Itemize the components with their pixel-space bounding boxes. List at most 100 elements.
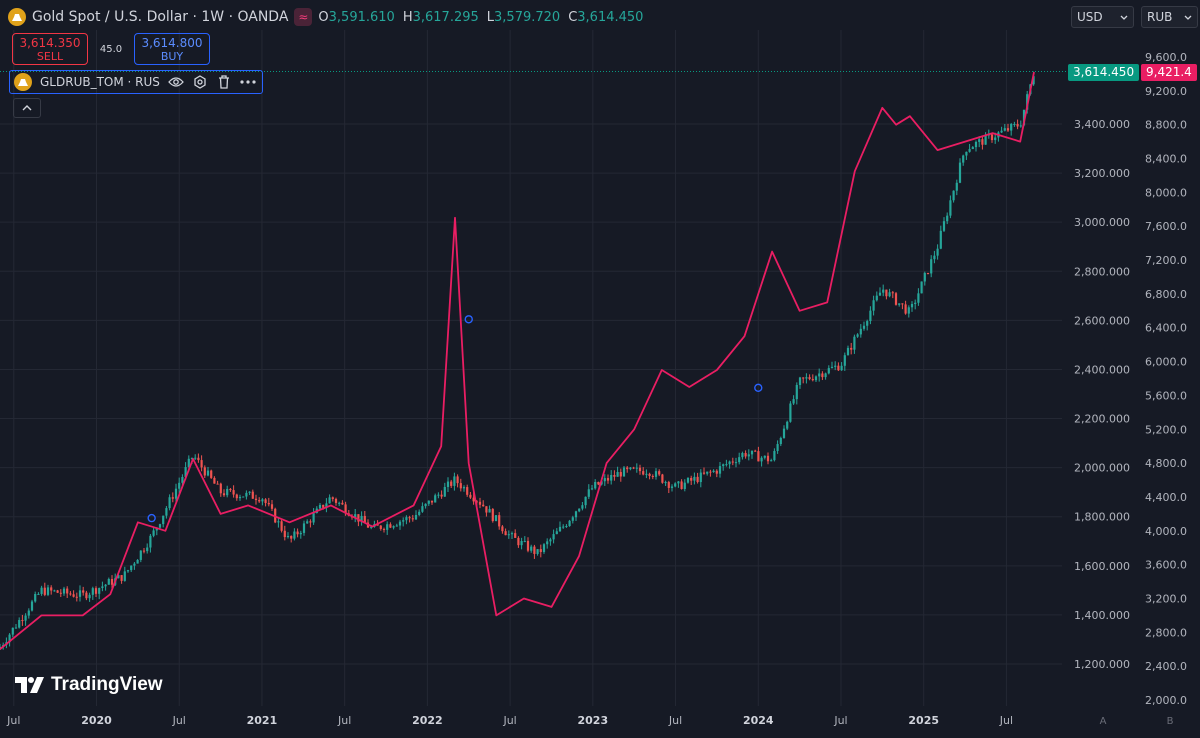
candle-body <box>162 515 165 525</box>
candle-body <box>837 365 840 371</box>
candle-body <box>853 336 856 350</box>
candle-body <box>898 303 901 305</box>
candle-body <box>990 134 994 141</box>
candle-body <box>181 476 184 483</box>
right-axis-tick-label: 2,800.0 <box>1145 626 1187 639</box>
tradingview-logo[interactable]: TradingView <box>15 674 163 696</box>
candle-body <box>571 517 574 521</box>
candle-body <box>866 321 869 326</box>
candle-body <box>475 501 478 503</box>
candle-body <box>581 505 584 509</box>
candle-body <box>667 482 670 488</box>
candle-body <box>210 470 213 478</box>
candle-body <box>117 575 120 579</box>
trash-icon[interactable] <box>216 74 232 90</box>
compare-symbol-legend[interactable]: GLDRUB_TOM · RUS <box>9 70 263 94</box>
candle-body <box>222 493 226 496</box>
candle-body <box>840 365 843 371</box>
right-axis-tick-label: 3,600.0 <box>1145 559 1187 572</box>
candle-body <box>626 467 629 470</box>
candle-body <box>802 377 805 379</box>
left-axis-tick-label: 2,200.000 <box>1074 413 1130 426</box>
candle-body <box>357 514 360 522</box>
candle-body <box>693 476 696 481</box>
chevron-down-icon <box>1120 15 1128 20</box>
time-axis-tick-label: Jul <box>6 714 20 727</box>
right-axis-tick-label: 6,400.0 <box>1145 322 1187 335</box>
candle-body <box>651 475 654 477</box>
candle-body <box>699 472 702 483</box>
candle-body <box>293 531 296 539</box>
candle-body <box>827 368 830 374</box>
candle-body <box>696 476 699 483</box>
candle-body <box>811 379 814 381</box>
candle-body <box>200 460 203 468</box>
candle-body <box>171 497 174 499</box>
candle-body <box>731 461 734 463</box>
candle-body <box>18 620 21 628</box>
market-status-icon[interactable]: ≈ <box>294 8 313 26</box>
candle-body <box>178 482 181 489</box>
candle-body <box>875 295 878 301</box>
candle-body <box>232 490 235 495</box>
candle-body <box>779 437 782 445</box>
candle-body <box>258 500 261 502</box>
collapse-legend-button[interactable] <box>13 98 41 118</box>
right-axis-tick-label: 9,600.0 <box>1145 51 1187 64</box>
candle-body <box>702 472 706 474</box>
eye-icon[interactable] <box>168 74 184 90</box>
candle-body <box>197 457 200 461</box>
candle-body <box>674 483 677 487</box>
time-axis-tick-label: 2022 <box>412 714 443 727</box>
candle-body <box>562 526 565 528</box>
more-icon[interactable] <box>240 74 256 90</box>
candle-body <box>334 498 338 503</box>
candle-body <box>354 514 357 518</box>
ohlc-values: O3,591.610 H3,617.295 L3,579.720 C3,614.… <box>318 10 643 25</box>
right-axis-tick-label: 4,800.0 <box>1145 457 1187 470</box>
buy-price: 3,614.800 <box>141 36 203 50</box>
candle-body <box>254 498 258 501</box>
candle-body <box>325 503 328 508</box>
candle-body <box>971 147 974 150</box>
candle-body <box>242 496 245 498</box>
axis-b-button[interactable]: B <box>1166 715 1174 727</box>
compare-symbol-label: GLDRUB_TOM · RUS <box>40 75 160 89</box>
left-currency-select[interactable]: USD <box>1071 6 1134 28</box>
candle-body <box>469 494 472 498</box>
candle-body <box>430 500 434 503</box>
right-currency-select[interactable]: RUB <box>1141 6 1198 28</box>
candle-body <box>923 272 926 282</box>
candle-body <box>94 588 98 594</box>
candle-body <box>984 134 987 145</box>
time-axis-tick-label: 2023 <box>578 714 609 727</box>
candle-body <box>34 594 37 602</box>
candle-body <box>24 615 27 621</box>
candle-body <box>504 531 507 536</box>
candle-body <box>824 373 827 378</box>
candle-body <box>658 471 661 475</box>
buy-button[interactable]: 3,614.800 BUY <box>134 33 210 65</box>
candle-body <box>706 471 709 474</box>
candle-body <box>453 476 456 486</box>
candle-body <box>130 565 133 571</box>
axis-a-button[interactable]: A <box>1099 715 1107 727</box>
left-axis-tick-label: 3,400.000 <box>1074 118 1130 131</box>
candle-body <box>526 540 530 551</box>
candle-body <box>264 499 267 504</box>
candle-body <box>98 588 101 594</box>
candle-body <box>648 473 651 476</box>
candle-body <box>946 215 949 222</box>
candle-body <box>482 504 485 507</box>
sell-button[interactable]: 3,614.350 SELL <box>12 33 88 65</box>
candle-body <box>907 307 910 314</box>
candle-body <box>942 221 946 231</box>
right-axis-tick-label: 7,600.0 <box>1145 220 1187 233</box>
symbol-legend[interactable]: Gold Spot / U.S. Dollar · 1W · OANDA ≈ O… <box>8 6 643 28</box>
ohlc-key: L <box>486 9 495 25</box>
right-axis-tick-label: 9,200.0 <box>1145 85 1187 98</box>
candle-body <box>27 610 30 616</box>
settings-icon[interactable] <box>192 74 208 90</box>
candle-body <box>670 486 674 488</box>
